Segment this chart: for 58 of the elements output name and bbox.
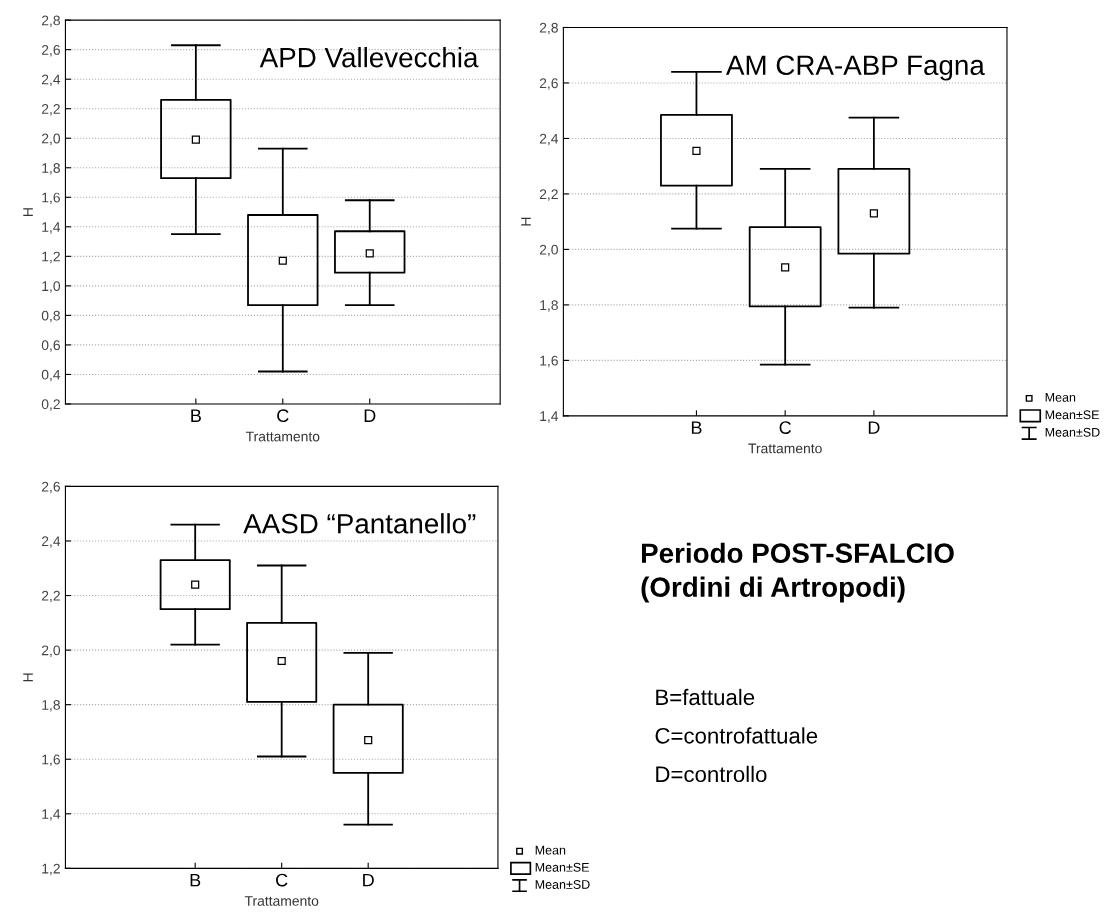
x-tick-label: B [691, 421, 702, 434]
text: B=fattuale [656, 688, 755, 706]
y-tick-label: 1,2 [42, 863, 60, 876]
y-tick-label: 2,6 [539, 78, 558, 90]
x-axis-title: Trattamento [245, 431, 320, 442]
y-tick-label: 2,2 [41, 590, 60, 603]
x-tick-label: C [276, 873, 288, 887]
y-tick-label: 1,6 [42, 192, 60, 205]
x-axis-title: Trattamento [748, 443, 822, 454]
y-tick-label: 1,8 [540, 300, 558, 312]
y-tick-label: 2,8 [539, 22, 558, 35]
y-tick-label: 2,0 [539, 244, 558, 257]
y-tick-label: 1,6 [42, 754, 60, 767]
text: D=controllo [656, 765, 767, 783]
x-tick-label: D [868, 421, 880, 434]
x-tick-label: C [779, 421, 791, 434]
y-tick-label: 2,2 [539, 189, 558, 201]
y-tick-label: 2,2 [41, 104, 60, 116]
y-tick-label: 2,8 [41, 15, 60, 27]
y-tick-label: 1,4 [42, 809, 61, 821]
text: AM CRA-ABP Fagna [725, 55, 985, 81]
text: Mean±SD [535, 880, 590, 889]
y-tick-label: 1,0 [42, 281, 61, 293]
y-axis-title: H [23, 673, 33, 682]
y-tick-label: 1,8 [42, 163, 60, 175]
y-tick-label: 2,4 [41, 74, 61, 87]
text: AASD “Pantanello” [243, 513, 476, 534]
y-tick-label: 2,6 [41, 481, 60, 494]
y-axis-title: H [23, 208, 33, 216]
text: C=controfattuale [655, 727, 818, 744]
x-tick-label: B [191, 409, 201, 422]
y-tick-label: 0,8 [41, 310, 60, 323]
x-tick-label: C [277, 409, 289, 423]
x-tick-label: D [364, 409, 376, 422]
y-tick-label: 0,4 [41, 369, 61, 382]
y-tick-label: 1,8 [42, 700, 60, 712]
text: Mean±SE [1045, 410, 1099, 420]
y-tick-label: 2,6 [41, 45, 60, 57]
y-tick-label: 0,2 [41, 399, 60, 411]
y-tick-label: 2,0 [41, 133, 61, 146]
y-tick-label: 2,4 [539, 133, 559, 146]
text: Mean [535, 845, 566, 855]
y-tick-label: 1,4 [42, 222, 61, 234]
text: Periodo POST-SFALCIO (Ordini di Artropodi) [641, 542, 954, 603]
y-tick-label: 2,4 [41, 536, 61, 548]
x-axis-title: Trattamento [244, 896, 319, 906]
y-tick-label: 1,4 [540, 411, 559, 423]
text: Mean±SD [1045, 427, 1100, 437]
text: APD Vallevecchia [259, 47, 479, 68]
x-tick-label: D [363, 873, 374, 887]
x-tick-label: B [190, 873, 201, 887]
y-tick-label: 1,2 [42, 251, 60, 264]
text: Mean±SE [535, 862, 589, 872]
y-tick-label: 1,6 [540, 355, 558, 368]
y-axis-title: H [521, 217, 531, 226]
y-tick-label: 2,0 [41, 645, 61, 657]
y-tick-label: 0,6 [41, 340, 60, 352]
text: Mean [1045, 393, 1076, 402]
